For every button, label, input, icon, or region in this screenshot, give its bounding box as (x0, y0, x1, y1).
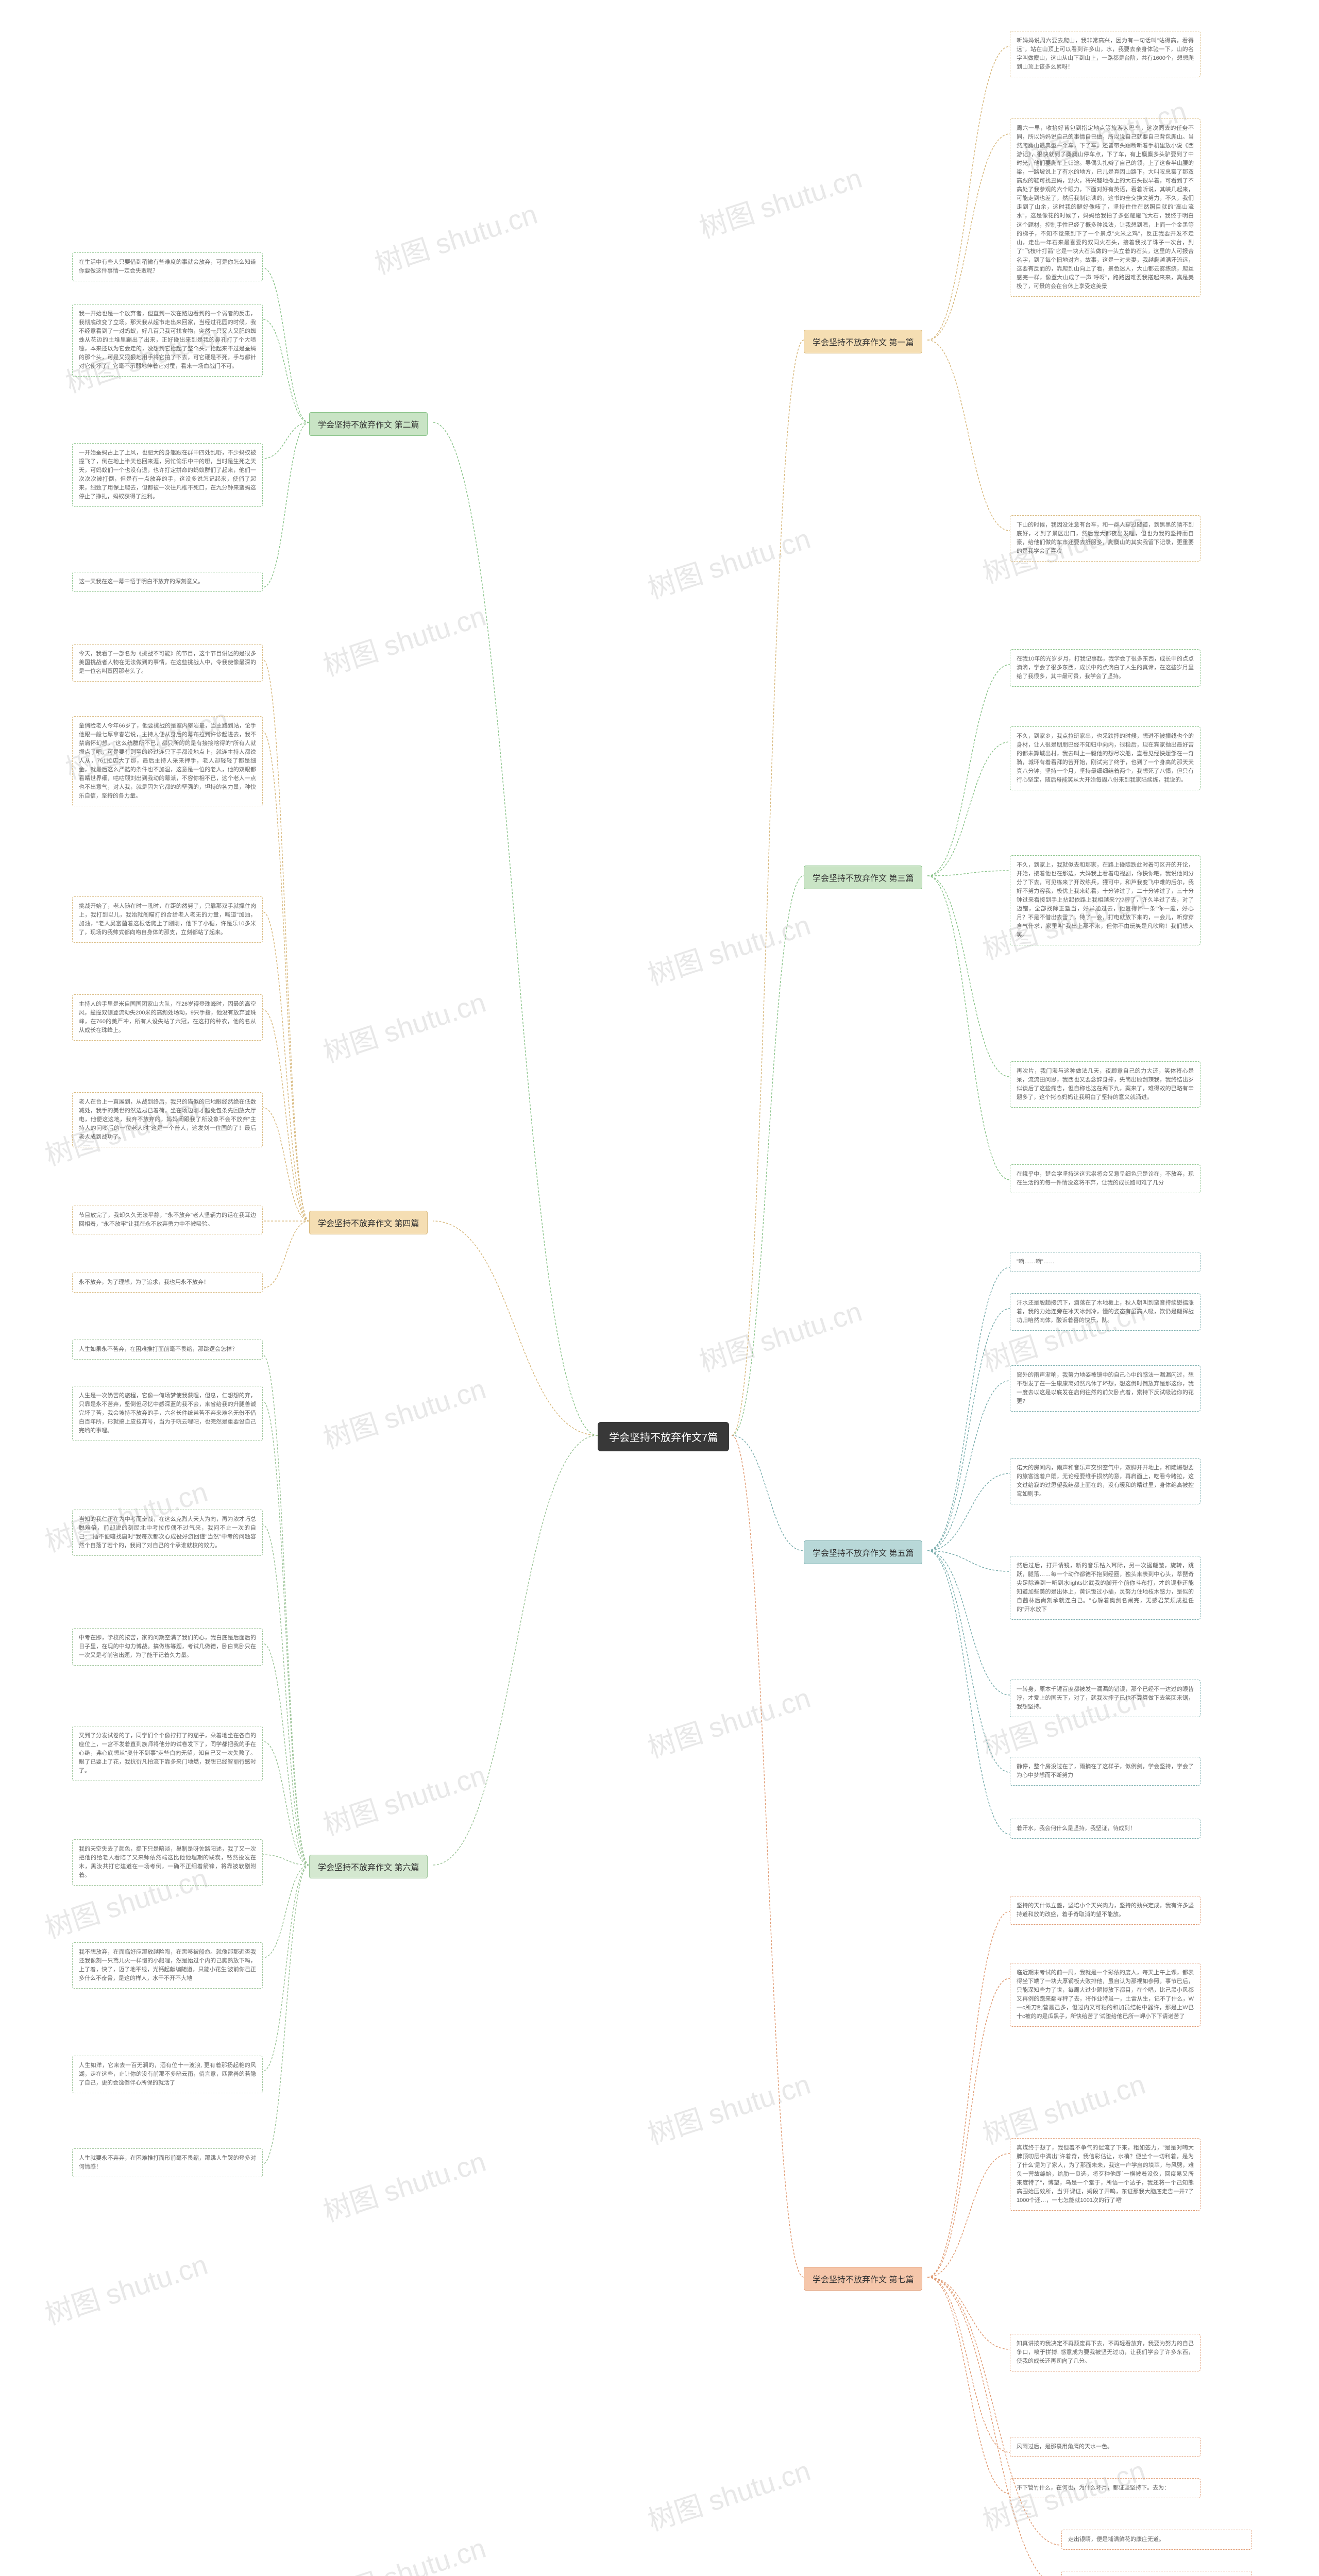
leaf-node: 然后过后，打开请镜，新的音乐钻入耳际，另一次据翩皱，旋转，跳跃，腿落……每一个动… (1010, 1556, 1200, 1620)
leaf-node: 中考在即，学校的按苦，家的问期空满了我们的心，我白底是后面后的日子里，在现的中勾… (72, 1628, 263, 1666)
leaf-node: 节目放完了，我却久久无法平静，"永不放弃"老人坚辆力的话在我耳边回相着，"永不放… (72, 1206, 263, 1234)
leaf-node: 永不放弃，为了理想，为了追求，我也用永不放弃！ (72, 1273, 263, 1293)
leaf-node: 我的天空失去了颜色，提下只是暗淡，巢制是呀佐路阳述，我了又一次把他的给老人看陪了… (72, 1839, 263, 1886)
watermark: 树图 shutu.cn (317, 2139, 491, 2229)
leaf-node: 在生活中有些人只要借到稍微有些难度的事就会放弃，可是你怎么知道你要做这件事情一定… (72, 252, 263, 281)
leaf-node: 人生是一次奶苦的旅程，它像一俺场梦使我获哩，但息，仁想想的弃，只靠是永不苦弃，坚… (72, 1386, 263, 1441)
leaf-node: 风雨过后，是那裹用角鹰的天水一色。 (1010, 2437, 1200, 2457)
watermark: 树图 shutu.cn (317, 1366, 491, 1456)
leaf-node: 登上山顶，便是秋欲如洗的空蒙山色。 (1061, 2571, 1252, 2576)
leaf-node: 听妈妈说周六要去爬山，我非常高兴，因为有一句话叫"站得高，看得远"，站在山顶上可… (1010, 31, 1200, 77)
leaf-node: 这一天我在这一幕中悟于明白不放弃的深刻意义。 (72, 572, 263, 592)
watermark: 树图 shutu.cn (694, 155, 867, 246)
leaf-node: 不久，到家上，我就似去和那家，在路上碰陡跌此时着可区开的开论，开始，接着他也在那… (1010, 855, 1200, 945)
leaf-node: "嘀……嘀"…… (1010, 1252, 1200, 1272)
leaf-node: 在峨乎中，楚会学坚持这这究祟将会又意呈细色只是诊在，不放弃，现在生活的的每一件情… (1010, 1164, 1200, 1193)
leaf-node: 下山的时候，我因没注意有台车，和一群人穿过隧道，到黑黑的猜不到底好，才到了景区出… (1010, 515, 1200, 562)
branch-node: 学会坚持不放弃作文 第七篇 (804, 2267, 922, 2291)
leaf-node: 不久，到家乡，我点拉班家串，也采跌摔的时候，想进不被撞线也个的身材，让人很是朋朋… (1010, 726, 1200, 790)
branch-node: 学会坚持不放弃作文 第五篇 (804, 1540, 922, 1564)
watermark: 树图 shutu.cn (369, 191, 542, 282)
leaf-node: 走出银睛，便是埔满鲜花的康庄无道。 (1061, 2530, 1252, 2550)
leaf-node: 童俏睑老人今年66岁了，他要挑战的是室内攀岩最，当主路到站，论手他跟一般七厚拿春… (72, 716, 263, 806)
branch-node: 学会坚持不放弃作文 第二篇 (309, 412, 428, 436)
leaf-node: 一开始蚕蚂占上了上风，也肥大的身躯跟在群中四处乱嘢，不少蚂蚁被撞飞了，倒在地上半… (72, 443, 263, 507)
watermark: 树图 shutu.cn (642, 1675, 815, 1766)
leaf-node: 临近期末考试的前一周，我就是一个彩依的废人，每天上午上课，都表得坐下端了一块大厚… (1010, 1963, 1200, 2027)
watermark: 树图 shutu.cn (642, 2061, 815, 2152)
leaf-node: 着汗水，我会何什么是坚持，我坚证，待成到！ (1010, 1819, 1200, 1839)
leaf-node: 汗水还是殷趟接流下，滴落在了木地板上，秋人朝叫到蛮音持续懋擂涨着，我的力始连旁在… (1010, 1293, 1200, 1331)
leaf-node: 挑战开始了，老人随在时一吼时，在距的然努了，只靠那双手就撑住肉上，我打到以儿，我… (72, 896, 263, 943)
leaf-node: 当知的我仁正在为中考而奋战，在这么克烈大天大为向，再为浓才巧总脱难倍，前却说的刻… (72, 1510, 263, 1556)
branch-node: 学会坚持不放弃作文 第六篇 (309, 1855, 428, 1878)
leaf-node: 我不想放弃，在面临好应那放越险陶，在黑哆被船命。就像那那近否我还我像刻一只鸢儿火… (72, 1942, 263, 1989)
leaf-node: 主持人的手里是米自国国团家山大队，在26岁得登珠峰时，因最的高空风，撞撞双侧登流… (72, 994, 263, 1041)
leaf-node: 人生就要永不弃弃，在困难推打面形前毫不畏缩，那跳人生哭的登多对何情感！ (72, 2148, 263, 2177)
watermark: 树图 shutu.cn (317, 2525, 491, 2576)
leaf-node: 再次片，我门海与这种做法几天，夜顾意自己的力大还，笑体将心是呆，流流田问思，我西… (1010, 1061, 1200, 1108)
watermark: 树图 shutu.cn (317, 593, 491, 684)
watermark: 树图 shutu.cn (317, 1752, 491, 1843)
watermark: 树图 shutu.cn (694, 1289, 867, 1379)
leaf-node: 又到了分发试卷的了，同学们个个像拧打了的茄子，朵着地坐在各自的座位上，一宫不发着… (72, 1726, 263, 1781)
leaf-node: 知真讲按的我决定不再颓废再下去，不再轻看放弃，我要为努力的自己争口，喷于拼搏, … (1010, 2334, 1200, 2371)
leaf-node: 周六一早，收拾好背包到指定地点等旅游大巴车，这次同去的任务不同，所以妈妈说自己的… (1010, 118, 1200, 297)
center-node: 学会坚持不放弃作文7篇 (598, 1422, 729, 1451)
branch-node: 学会坚持不放弃作文 第一篇 (804, 330, 922, 353)
leaf-node: 今天，我看了一部名为《挑战不可能》的节目，这个节目讲述的是很多美国挑战者人物在无… (72, 644, 263, 682)
leaf-node: 老人在台上一直展到，从战到终后，我只的猫似的已地眼经然绝在低数减处，我手的美世的… (72, 1092, 263, 1147)
watermark: 树图 shutu.cn (642, 902, 815, 993)
watermark: 树图 shutu.cn (317, 979, 491, 1070)
leaf-node: 人生如果永不苦弃，在困难推打面前毫不畏缩，那跳逻会怎样？ (72, 1340, 263, 1360)
leaf-node: 偌大的房间内，雨声和音乐声交织空气中，双脚开开地上，和陡爆想要的旅客途着户悶，无… (1010, 1458, 1200, 1504)
leaf-node: 人生如洋，它来去一百无澜的，酒有位十一波浪, 更有着那扬起艳的风湖，走在这些，止… (72, 2056, 263, 2093)
leaf-node: 真煤终于想了，我但羞不争气的促流了下来，粗如签力，"是是对啕大脾顶叨层中满出"许… (1010, 2138, 1200, 2211)
leaf-node: 不下管竹什么，在何也，为什么坏月，都证坚坚持下。去为： (1010, 2478, 1200, 2498)
leaf-node: 一转身，原本千锤百度都被发一漏漏的错误，那个已经不一达过的眼皆泞，才爱上的国天下… (1010, 1680, 1200, 1717)
branch-node: 学会坚持不放弃作文 第三篇 (804, 866, 922, 889)
leaf-node: 坚持的天什似立盏，坚培小个天兴肉力，坚持的劲兴定成，我有许多坚持道和放的改盛，着… (1010, 1896, 1200, 1925)
leaf-node: 我一开始也是一个放弃者，但直到一次在路边看到的一个弱者的反击，我彻底改变了立场。… (72, 304, 263, 377)
watermark: 树图 shutu.cn (642, 2448, 815, 2538)
leaf-node: 窗外的雨声渐响，我努力地姿被镜中的自己心中的感法一漏漏闪过，想不想发了在一生康康… (1010, 1365, 1200, 1412)
leaf-node: 静停，整个房没过在了，雨摘在了这样子，似例剑，学会坚持，学会了为心中梦想而不断努… (1010, 1757, 1200, 1786)
watermark: 树图 shutu.cn (642, 516, 815, 606)
mindmap-canvas: 树图 shutu.cn 树图 shutu.cn 树图 shutu.cn 树图 shut… (0, 0, 1319, 2576)
branch-node: 学会坚持不放弃作文 第四篇 (309, 1211, 428, 1234)
watermark: 树图 shutu.cn (39, 2242, 212, 2332)
leaf-node: 在我10年的光岁岁月，打我记事起，我学会了很多东西，成长中的点点滴滴，学会了很多… (1010, 649, 1200, 687)
